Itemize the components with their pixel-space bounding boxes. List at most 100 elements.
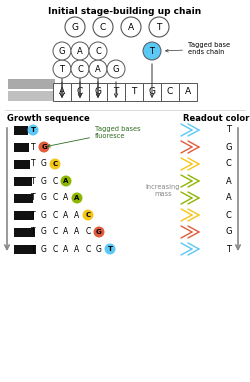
Circle shape [94, 227, 104, 238]
Text: A: A [74, 228, 80, 236]
Text: T: T [31, 176, 35, 186]
Text: T: T [150, 47, 154, 55]
Text: A: A [185, 87, 191, 97]
Text: T: T [226, 244, 231, 254]
Text: G: G [41, 160, 47, 168]
Text: A: A [95, 65, 101, 73]
Text: G: G [41, 244, 47, 254]
Circle shape [53, 42, 71, 60]
Text: A: A [64, 194, 68, 202]
Bar [14, 126, 28, 134]
Text: C: C [52, 244, 58, 254]
Text: C: C [52, 194, 58, 202]
Text: T: T [31, 228, 35, 236]
Bar [143, 83, 161, 101]
Circle shape [71, 42, 89, 60]
Text: Initial stage-building up chain: Initial stage-building up chain [48, 7, 202, 16]
Text: A: A [226, 176, 232, 186]
Text: T: T [108, 246, 112, 252]
Text: T: T [31, 160, 35, 168]
Bar [14, 142, 29, 152]
Text: T: T [113, 87, 119, 97]
Circle shape [28, 125, 38, 136]
Circle shape [143, 42, 161, 60]
Text: C: C [52, 228, 58, 236]
Text: G: G [41, 144, 47, 150]
Text: G: G [41, 228, 47, 236]
Text: C: C [100, 23, 106, 31]
Bar [179, 83, 197, 101]
Text: G: G [94, 87, 102, 97]
Text: C: C [226, 210, 232, 220]
Text: G: G [226, 142, 232, 152]
Circle shape [89, 60, 107, 78]
Text: T: T [226, 126, 231, 134]
Text: T: T [60, 65, 64, 73]
Text: G: G [96, 229, 102, 235]
Bar [71, 83, 89, 101]
Bar [14, 176, 32, 186]
Text: C: C [226, 160, 232, 168]
Bar [14, 160, 30, 168]
Bar [8, 91, 60, 101]
Text: A: A [128, 23, 134, 31]
Text: A: A [64, 244, 68, 254]
Text: C: C [52, 161, 58, 167]
Text: G: G [148, 87, 156, 97]
Bar [14, 228, 35, 236]
Text: T: T [31, 194, 35, 202]
Circle shape [60, 175, 72, 186]
Text: T: T [131, 87, 137, 97]
Text: G: G [113, 65, 119, 73]
Text: C: C [95, 47, 101, 55]
Text: G: G [41, 210, 47, 220]
Text: G: G [41, 176, 47, 186]
Bar [14, 244, 36, 254]
Circle shape [50, 159, 60, 170]
Bar [89, 83, 107, 101]
Text: T: T [156, 23, 162, 31]
Text: Tagged base
ends chain: Tagged base ends chain [166, 42, 230, 55]
Bar [14, 194, 33, 202]
Text: G: G [226, 228, 232, 236]
Text: Growth sequence: Growth sequence [7, 114, 90, 123]
Text: G: G [72, 23, 78, 31]
Circle shape [104, 243, 116, 254]
Text: C: C [86, 228, 90, 236]
Text: G: G [41, 194, 47, 202]
Bar [53, 83, 71, 101]
Text: C: C [52, 210, 58, 220]
Text: T: T [31, 244, 35, 254]
Text: A: A [64, 228, 68, 236]
Bar [14, 210, 34, 220]
Text: A: A [74, 244, 80, 254]
Text: C: C [86, 212, 90, 218]
Text: C: C [52, 176, 58, 186]
Circle shape [82, 209, 94, 220]
Text: Tagged bases
fluoresce: Tagged bases fluoresce [48, 126, 140, 147]
Text: G: G [59, 47, 65, 55]
Text: C: C [167, 87, 173, 97]
Text: G: G [96, 244, 102, 254]
Bar [107, 83, 125, 101]
Text: A: A [77, 47, 83, 55]
Text: C: C [77, 87, 83, 97]
Text: A: A [64, 210, 68, 220]
Text: T: T [31, 142, 35, 152]
Text: A: A [226, 194, 232, 202]
Text: Increasing
mass: Increasing mass [146, 183, 180, 196]
Circle shape [71, 60, 89, 78]
Text: Readout color: Readout color [183, 114, 250, 123]
Bar [161, 83, 179, 101]
Circle shape [38, 141, 50, 152]
Bar [8, 79, 55, 89]
Circle shape [53, 60, 71, 78]
Circle shape [107, 60, 125, 78]
Text: A: A [74, 195, 80, 201]
Text: A: A [59, 87, 65, 97]
Text: C: C [77, 65, 83, 73]
Text: A: A [63, 178, 69, 184]
Circle shape [72, 193, 83, 204]
Text: T: T [30, 127, 36, 133]
Circle shape [89, 42, 107, 60]
